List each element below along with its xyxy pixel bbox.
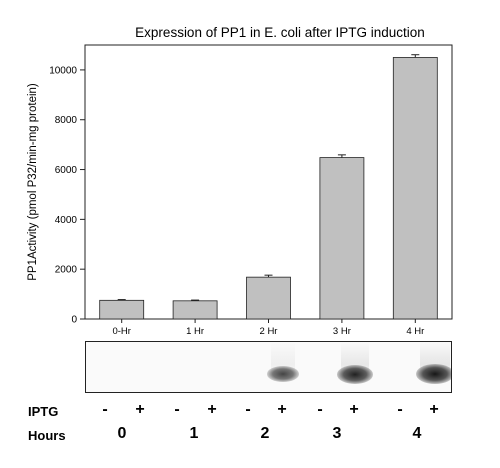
y-tick-label-5: 10000 [49, 65, 77, 76]
x-tick-label-0: 0-Hr [112, 326, 130, 337]
bar-0 [99, 299, 145, 320]
y-axis: 0 2000 4000 6000 8000 10000 [49, 65, 85, 326]
iptg-sign-9: + [429, 401, 439, 418]
hour-label-1: 1 [189, 425, 199, 442]
x-tick-label-1: 1 Hr [186, 326, 204, 337]
bar-3 [319, 157, 365, 320]
protein-band-5 [267, 366, 299, 382]
y-axis-label: PP1Activity (pmol P32/min-mg protein) [27, 83, 39, 281]
x-axis: 0-Hr 1 Hr 2 Hr 3 Hr 4 Hr [112, 319, 424, 337]
bar-1 [172, 300, 218, 320]
bar-chart: Expression of PP1 in E. coli after IPTG … [27, 25, 453, 337]
hour-label-3: 3 [332, 425, 342, 442]
y-tick-label-0: 0 [71, 315, 77, 326]
chart-title: Expression of PP1 in E. coli after IPTG … [135, 25, 425, 40]
x-tick-label-4: 4 Hr [406, 326, 424, 337]
hour-label-2: 2 [260, 425, 270, 442]
protein-band-7 [336, 364, 374, 384]
y-tick-label-3: 6000 [55, 165, 78, 176]
iptg-sign-0: - [102, 401, 108, 418]
bars [99, 54, 438, 320]
western-blot [85, 341, 452, 393]
iptg-sign-8: - [397, 401, 403, 418]
y-tick-label-1: 2000 [55, 265, 78, 276]
x-tick-label-3: 3 Hr [333, 326, 351, 337]
iptg-sign-1: + [135, 401, 145, 418]
iptg-sign-5: + [277, 401, 287, 418]
iptg-sign-3: + [207, 401, 217, 418]
protein-band-9 [416, 364, 451, 384]
x-tick-label-2: 2 Hr [260, 326, 278, 337]
band-smear-5 [271, 342, 295, 374]
y-tick-label-4: 8000 [55, 115, 78, 126]
hour-label-4: 4 [412, 425, 422, 442]
iptg-sign-7: + [349, 401, 359, 418]
iptg-sign-2: - [174, 401, 180, 418]
y-tick-label-2: 4000 [55, 215, 78, 226]
iptg-sign-6: - [317, 401, 323, 418]
bar-4 [392, 57, 438, 320]
hour-label-0: 0 [117, 425, 127, 442]
bar-2 [246, 276, 291, 320]
iptg-row-label: IPTG [28, 404, 59, 419]
hours-row-label: Hours [28, 428, 66, 443]
iptg-sign-4: - [245, 401, 251, 418]
